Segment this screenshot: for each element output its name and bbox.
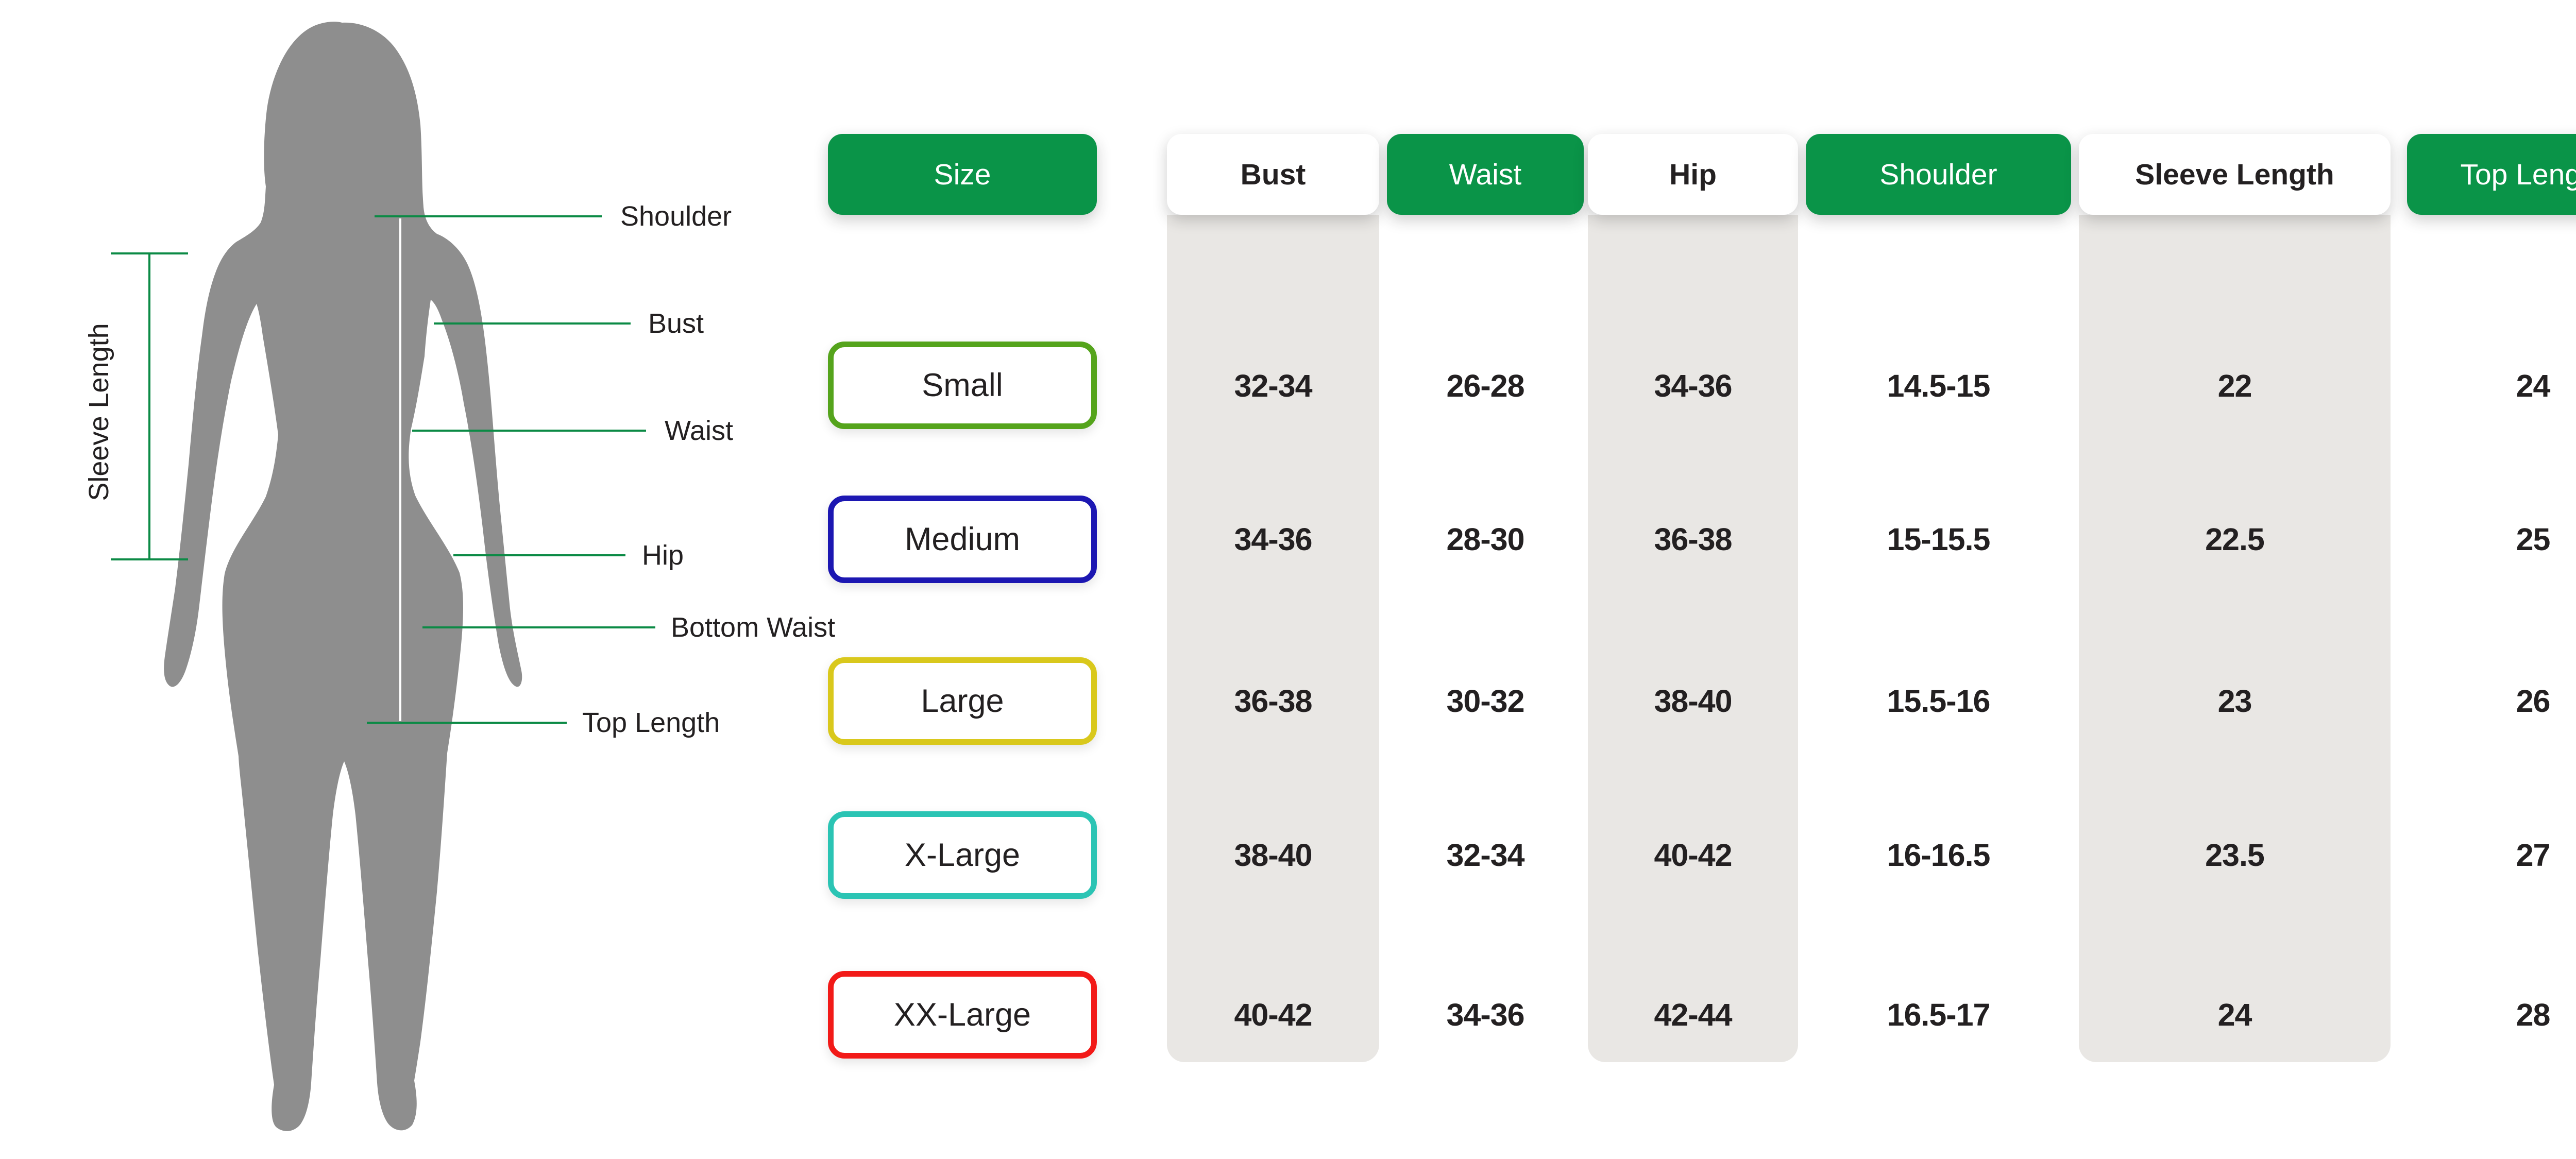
size-box-x-large: X-Large: [828, 811, 1097, 899]
cell-x-large-sleeve-length: 23.5: [2205, 838, 2265, 873]
header-size: Size: [828, 134, 1097, 215]
female-silhouette: [164, 22, 522, 1131]
header-sleeve-length: Sleeve Length: [2079, 134, 2391, 215]
label-bottom-waist: Bottom Waist: [671, 612, 836, 643]
cell-medium-waist: 28-30: [1446, 522, 1524, 557]
header-waist: Waist: [1387, 134, 1584, 215]
header-top-length: Top Length: [2407, 134, 2576, 215]
cell-large-hip: 38-40: [1654, 684, 1732, 719]
cell-large-sleeve-length: 23: [2217, 684, 2252, 719]
label-hip: Hip: [642, 540, 684, 571]
cell-large-waist: 30-32: [1446, 684, 1524, 719]
cell-small-sleeve-length: 22: [2217, 368, 2252, 403]
cell-xx-large-sleeve-length: 24: [2217, 997, 2252, 1032]
column-body-sleeve-length: [2079, 215, 2391, 1062]
cell-x-large-waist: 32-34: [1446, 838, 1524, 873]
cell-small-hip: 34-36: [1654, 368, 1732, 403]
cell-medium-shoulder: 15-15.5: [1887, 522, 1991, 557]
cell-small-top-length: 24: [2516, 368, 2551, 403]
cell-xx-large-hip: 42-44: [1654, 997, 1732, 1032]
column-body-hip: [1588, 215, 1798, 1062]
cell-x-large-hip: 40-42: [1654, 838, 1732, 873]
cell-large-bust: 36-38: [1234, 684, 1312, 719]
cell-xx-large-waist: 34-36: [1446, 997, 1524, 1032]
size-box-small: Small: [828, 342, 1097, 429]
cell-xx-large-bust: 40-42: [1234, 997, 1312, 1032]
cell-large-shoulder: 15.5-16: [1887, 684, 1991, 719]
column-body-bust: [1167, 215, 1379, 1062]
label-bust: Bust: [648, 308, 704, 339]
size-box-medium: Medium: [828, 496, 1097, 583]
cell-x-large-shoulder: 16-16.5: [1887, 838, 1991, 873]
header-hip: Hip: [1588, 134, 1798, 215]
label-sleeve-length: Sleeve Length: [83, 323, 114, 501]
label-shoulder: Shoulder: [620, 201, 732, 232]
body-measurement-diagram: [111, 22, 655, 1131]
cell-small-shoulder: 14.5-15: [1887, 368, 1991, 403]
cell-small-bust: 32-34: [1234, 368, 1312, 403]
cell-large-top-length: 26: [2516, 684, 2551, 719]
cell-medium-bust: 34-36: [1234, 522, 1312, 557]
cell-small-waist: 26-28: [1446, 368, 1524, 403]
cell-medium-hip: 36-38: [1654, 522, 1732, 557]
cell-xx-large-top-length: 28: [2516, 997, 2551, 1032]
cell-x-large-bust: 38-40: [1234, 838, 1312, 873]
cell-x-large-top-length: 27: [2516, 838, 2551, 873]
cell-xx-large-shoulder: 16.5-17: [1887, 997, 1991, 1032]
label-top-length: Top Length: [582, 707, 720, 738]
cell-medium-top-length: 25: [2516, 522, 2551, 557]
header-bust: Bust: [1167, 134, 1379, 215]
label-waist: Waist: [665, 415, 733, 446]
size-box-xx-large: XX-Large: [828, 971, 1097, 1059]
size-box-large: Large: [828, 657, 1097, 745]
header-shoulder: Shoulder: [1806, 134, 2071, 215]
cell-medium-sleeve-length: 22.5: [2205, 522, 2265, 557]
